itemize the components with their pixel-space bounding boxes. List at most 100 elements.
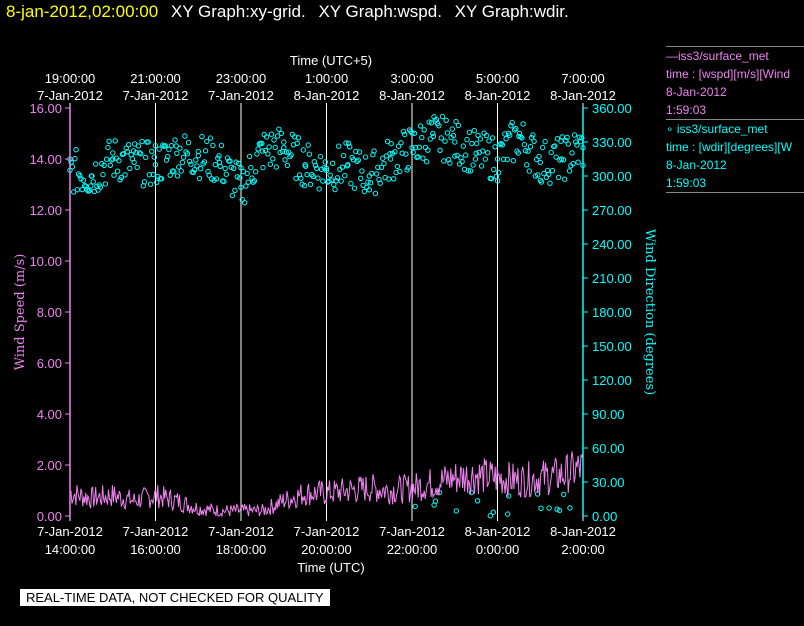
wdir-point xyxy=(216,153,222,159)
wdir-point xyxy=(511,127,518,133)
wdir-point xyxy=(136,150,143,156)
wdir-point xyxy=(355,157,361,163)
wdir-point xyxy=(248,164,254,171)
wdir-point xyxy=(90,179,96,185)
left-tick-label: 16.00 xyxy=(29,101,62,116)
wdir-point xyxy=(474,498,481,504)
wdir-point xyxy=(322,159,328,165)
wdir-point xyxy=(516,130,523,137)
wdir-point xyxy=(542,138,548,145)
wdir-point xyxy=(242,200,248,206)
wdir-point xyxy=(332,186,338,193)
wdir-point xyxy=(558,156,565,162)
wdir-point xyxy=(489,135,496,141)
bottom-tick-date: 7-Jan-2012 xyxy=(208,524,274,539)
legend-wdir-date: 8-Jan-2012 xyxy=(666,158,727,172)
wdir-point xyxy=(413,144,419,151)
wdir-point xyxy=(259,148,266,154)
wdir-point xyxy=(339,164,346,170)
top-tick-time: 7:00:00 xyxy=(561,71,604,86)
legend-wdir: ∘ iss3/surface_met time : [wdir][degrees… xyxy=(666,120,804,193)
wdir-point xyxy=(579,135,585,141)
wdir-point xyxy=(571,132,578,138)
wdir-point xyxy=(202,148,209,154)
left-tick-label: 10.00 xyxy=(29,254,62,269)
wdir-point xyxy=(227,158,233,164)
wdir-point xyxy=(463,152,469,158)
wdir-point xyxy=(101,162,107,169)
wdir-point xyxy=(194,163,200,169)
wdir-point xyxy=(527,144,534,150)
wdir-point xyxy=(253,169,259,175)
wdir-point xyxy=(110,150,116,156)
wdir-point xyxy=(222,165,228,172)
wdir-point xyxy=(267,161,273,167)
legend-wspd-var: time : [wspd][m/s][Wind xyxy=(666,67,791,81)
wdir-point xyxy=(366,173,372,179)
wdir-point xyxy=(176,164,182,170)
wdir-point xyxy=(516,133,522,140)
wdir-point xyxy=(210,142,216,149)
wdir-point xyxy=(260,164,266,171)
wdir-point xyxy=(143,154,149,161)
wdir-point xyxy=(574,142,580,148)
wdir-point xyxy=(541,170,547,177)
wdir-point xyxy=(326,178,332,184)
wdir-point xyxy=(564,134,570,141)
wdir-point xyxy=(310,173,316,180)
wdir-point xyxy=(442,138,448,144)
wdir-point xyxy=(496,169,502,176)
wdir-point xyxy=(375,164,381,171)
bottom-tick-date: 7-Jan-2012 xyxy=(123,524,189,539)
legend-wspd-name: —iss3/surface_met xyxy=(666,49,769,63)
wdir-point xyxy=(158,176,165,182)
wdir-point xyxy=(139,138,145,145)
wdir-point xyxy=(498,140,504,147)
wdir-point xyxy=(105,144,111,151)
wdir-point xyxy=(494,156,501,162)
wdir-point xyxy=(372,190,379,197)
wdir-point xyxy=(421,127,427,133)
wdir-point xyxy=(223,171,230,177)
left-tick-label: 4.00 xyxy=(37,407,62,422)
wdir-point xyxy=(207,135,214,141)
wdir-point xyxy=(502,131,508,137)
wdir-point xyxy=(391,176,397,182)
wdir-point xyxy=(141,179,148,185)
wdir-point xyxy=(420,155,426,161)
wdir-point xyxy=(124,149,131,155)
right-tick-label: 300.00 xyxy=(592,169,632,184)
wdir-point xyxy=(467,168,474,174)
wdir-point xyxy=(100,171,106,178)
wdir-point xyxy=(262,147,269,154)
wdir-point xyxy=(405,164,411,171)
wdir-point xyxy=(114,168,121,174)
legend-wdir-var: time : [wdir][degrees][W xyxy=(666,140,793,154)
right-tick-label: 240.00 xyxy=(592,237,632,252)
wdir-point xyxy=(455,122,462,129)
wdir-point xyxy=(400,128,407,135)
wdir-point xyxy=(278,130,284,137)
wdir-point xyxy=(320,178,326,184)
right-tick-label: 0.00 xyxy=(592,509,617,524)
wdir-point xyxy=(522,148,529,154)
left-tick-label: 8.00 xyxy=(37,305,62,320)
wdir-point xyxy=(314,165,320,172)
wdir-point xyxy=(180,154,187,160)
wdir-point xyxy=(116,158,122,164)
wdir-point xyxy=(397,168,403,175)
wdir-point xyxy=(281,139,287,145)
wdir-point xyxy=(234,174,241,180)
top-tick-date: 8-Jan-2012 xyxy=(379,88,445,103)
wdir-point xyxy=(538,179,545,185)
wdir-point xyxy=(245,179,252,185)
wdir-point xyxy=(172,137,178,143)
bottom-tick-time: 2:00:00 xyxy=(561,542,604,557)
wdir-point xyxy=(295,135,302,141)
wdir-point xyxy=(547,180,553,186)
wdir-point xyxy=(162,143,169,149)
wdir-point xyxy=(438,135,444,141)
wdir-point xyxy=(452,139,458,145)
wdir-point xyxy=(178,168,184,174)
wdir-point xyxy=(135,143,142,149)
